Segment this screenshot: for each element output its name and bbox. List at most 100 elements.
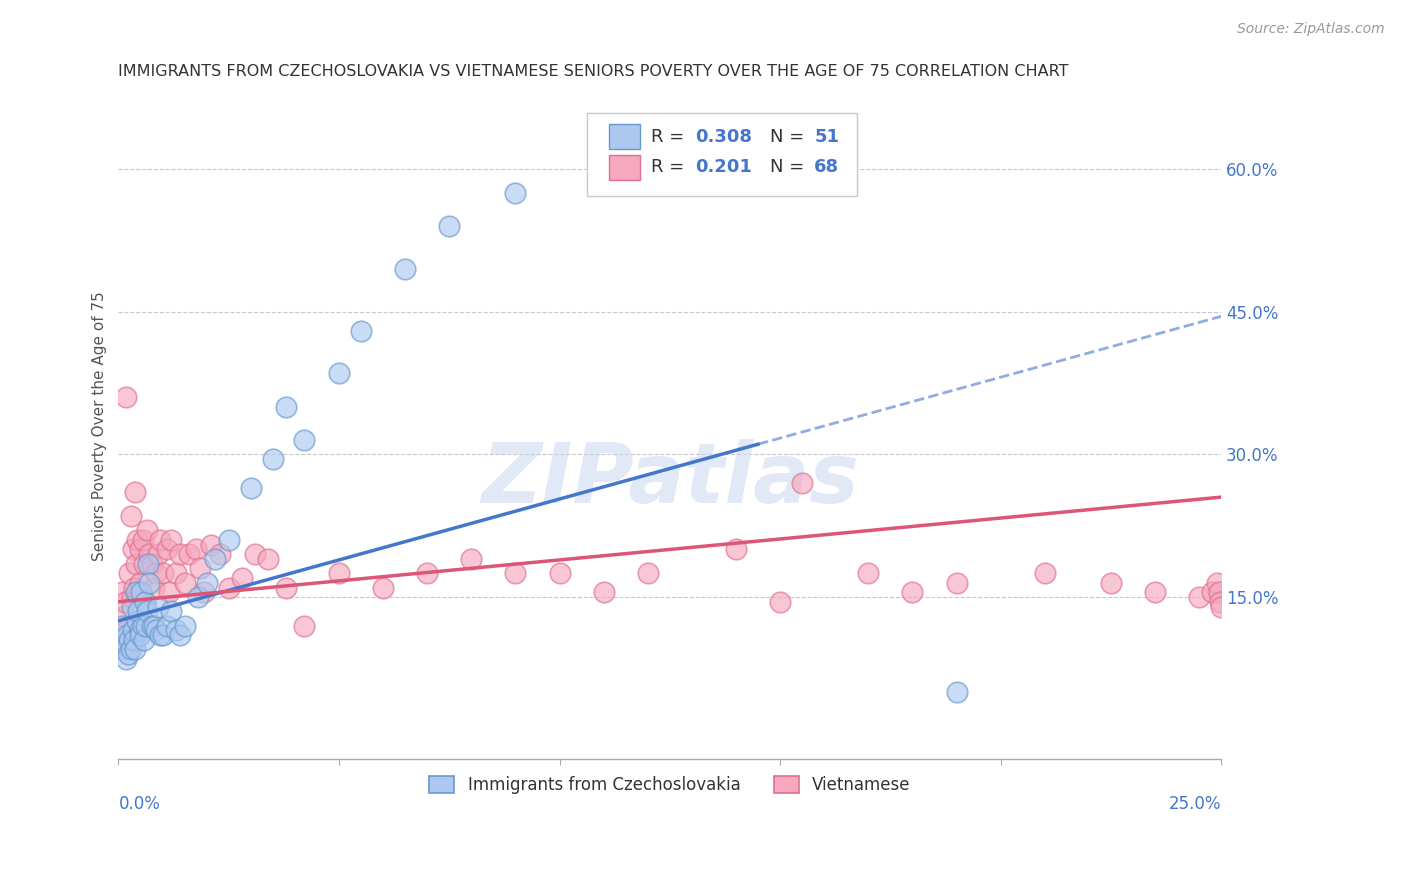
Point xyxy=(129,575,152,590)
Point xyxy=(131,585,153,599)
Point xyxy=(124,485,146,500)
Point xyxy=(218,533,240,547)
Point xyxy=(724,542,747,557)
Point xyxy=(1033,566,1056,581)
Point xyxy=(208,547,231,561)
Point xyxy=(112,609,135,624)
Point xyxy=(117,628,139,642)
Point xyxy=(416,566,439,581)
Point xyxy=(204,552,226,566)
Text: Source: ZipAtlas.com: Source: ZipAtlas.com xyxy=(1237,22,1385,37)
Point xyxy=(160,604,183,618)
Point xyxy=(328,367,350,381)
Text: 0.201: 0.201 xyxy=(695,158,752,177)
Point xyxy=(112,642,135,657)
Point xyxy=(114,595,136,609)
Point xyxy=(858,566,880,581)
Text: IMMIGRANTS FROM CZECHOSLOVAKIA VS VIETNAMESE SENIORS POVERTY OVER THE AGE OF 75 : IMMIGRANTS FROM CZECHOSLOVAKIA VS VIETNA… xyxy=(118,64,1069,79)
Point xyxy=(769,595,792,609)
Point xyxy=(169,547,191,561)
Point xyxy=(121,624,143,638)
Point xyxy=(1208,585,1230,599)
Point xyxy=(173,575,195,590)
Point xyxy=(115,652,138,666)
Point xyxy=(945,575,967,590)
Point xyxy=(124,642,146,657)
Text: 25.0%: 25.0% xyxy=(1168,796,1222,814)
Point xyxy=(548,566,571,581)
Point xyxy=(274,581,297,595)
Point xyxy=(125,557,148,571)
Point xyxy=(394,261,416,276)
Y-axis label: Seniors Poverty Over the Age of 75: Seniors Poverty Over the Age of 75 xyxy=(93,291,107,561)
Point xyxy=(1143,585,1166,599)
Point xyxy=(122,632,145,647)
Point xyxy=(200,538,222,552)
FancyBboxPatch shape xyxy=(609,154,640,180)
Point xyxy=(152,566,174,581)
Text: 51: 51 xyxy=(814,128,839,145)
Point xyxy=(239,481,262,495)
Point xyxy=(257,552,280,566)
Point xyxy=(184,542,207,557)
Point xyxy=(156,618,179,632)
Text: R =: R = xyxy=(651,128,690,145)
Point xyxy=(117,624,139,638)
Point xyxy=(1205,575,1227,590)
Point xyxy=(165,624,187,638)
Point xyxy=(111,632,134,647)
Point xyxy=(138,575,160,590)
Point xyxy=(173,618,195,632)
Point xyxy=(792,475,814,490)
Point xyxy=(138,557,160,571)
Point xyxy=(149,533,172,547)
Point xyxy=(262,452,284,467)
Text: R =: R = xyxy=(651,158,690,177)
Point xyxy=(1099,575,1122,590)
Point xyxy=(132,557,155,571)
Legend: Immigrants from Czechoslovakia, Vietnamese: Immigrants from Czechoslovakia, Vietname… xyxy=(423,769,917,800)
Text: N =: N = xyxy=(770,128,810,145)
Point xyxy=(138,547,160,561)
Point xyxy=(145,624,167,638)
Point xyxy=(1209,595,1232,609)
Point xyxy=(292,433,315,447)
Point xyxy=(292,618,315,632)
Point xyxy=(115,390,138,404)
Text: 0.0%: 0.0% xyxy=(118,796,160,814)
Point xyxy=(439,219,461,233)
Point xyxy=(193,585,215,599)
Point xyxy=(128,624,150,638)
Point xyxy=(195,575,218,590)
Point xyxy=(120,642,142,657)
Point xyxy=(131,533,153,547)
Point xyxy=(160,533,183,547)
Text: ZIPatlas: ZIPatlas xyxy=(481,439,859,519)
FancyBboxPatch shape xyxy=(609,124,640,149)
Point xyxy=(1209,599,1232,614)
Text: 68: 68 xyxy=(814,158,839,177)
Point xyxy=(165,566,187,581)
Point xyxy=(152,628,174,642)
Point xyxy=(146,547,169,561)
Point xyxy=(243,547,266,561)
Point xyxy=(129,628,152,642)
Point xyxy=(121,542,143,557)
Point xyxy=(149,628,172,642)
Point xyxy=(121,590,143,604)
Point xyxy=(371,581,394,595)
Point xyxy=(901,585,924,599)
Point xyxy=(637,566,659,581)
FancyBboxPatch shape xyxy=(588,112,858,196)
Point xyxy=(218,581,240,595)
Point xyxy=(134,595,156,609)
Point xyxy=(132,632,155,647)
Point xyxy=(125,533,148,547)
Point xyxy=(1188,590,1211,604)
Point xyxy=(505,566,527,581)
Point xyxy=(118,632,141,647)
Point xyxy=(157,585,180,599)
Point xyxy=(111,585,134,599)
Point xyxy=(135,618,157,632)
Point xyxy=(136,524,159,538)
